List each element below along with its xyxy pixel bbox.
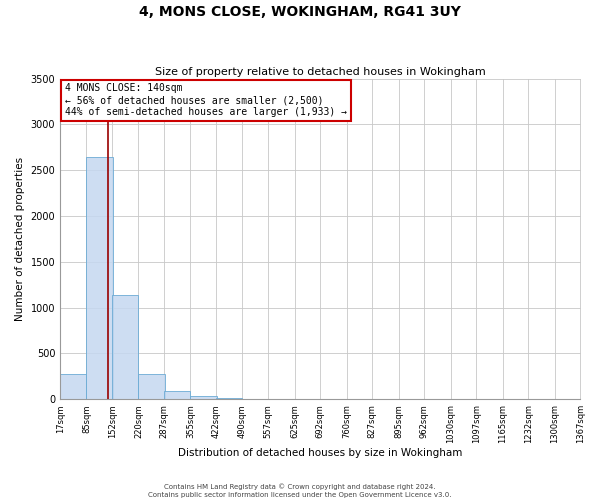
Bar bbox=[216, 398, 242, 399]
Title: Size of property relative to detached houses in Wokingham: Size of property relative to detached ho… bbox=[155, 66, 486, 76]
Text: 4, MONS CLOSE, WOKINGHAM, RG41 3UY: 4, MONS CLOSE, WOKINGHAM, RG41 3UY bbox=[139, 5, 461, 19]
Bar bbox=[190, 396, 217, 399]
Text: 4 MONS CLOSE: 140sqm
← 56% of detached houses are smaller (2,500)
44% of semi-de: 4 MONS CLOSE: 140sqm ← 56% of detached h… bbox=[65, 84, 347, 116]
Text: Contains HM Land Registry data © Crown copyright and database right 2024.
Contai: Contains HM Land Registry data © Crown c… bbox=[148, 484, 452, 498]
Bar bbox=[112, 295, 139, 399]
Bar bbox=[139, 374, 164, 399]
Y-axis label: Number of detached properties: Number of detached properties bbox=[15, 157, 25, 321]
Bar bbox=[86, 158, 113, 399]
X-axis label: Distribution of detached houses by size in Wokingham: Distribution of detached houses by size … bbox=[178, 448, 463, 458]
Bar bbox=[164, 391, 190, 399]
Bar bbox=[60, 374, 86, 399]
